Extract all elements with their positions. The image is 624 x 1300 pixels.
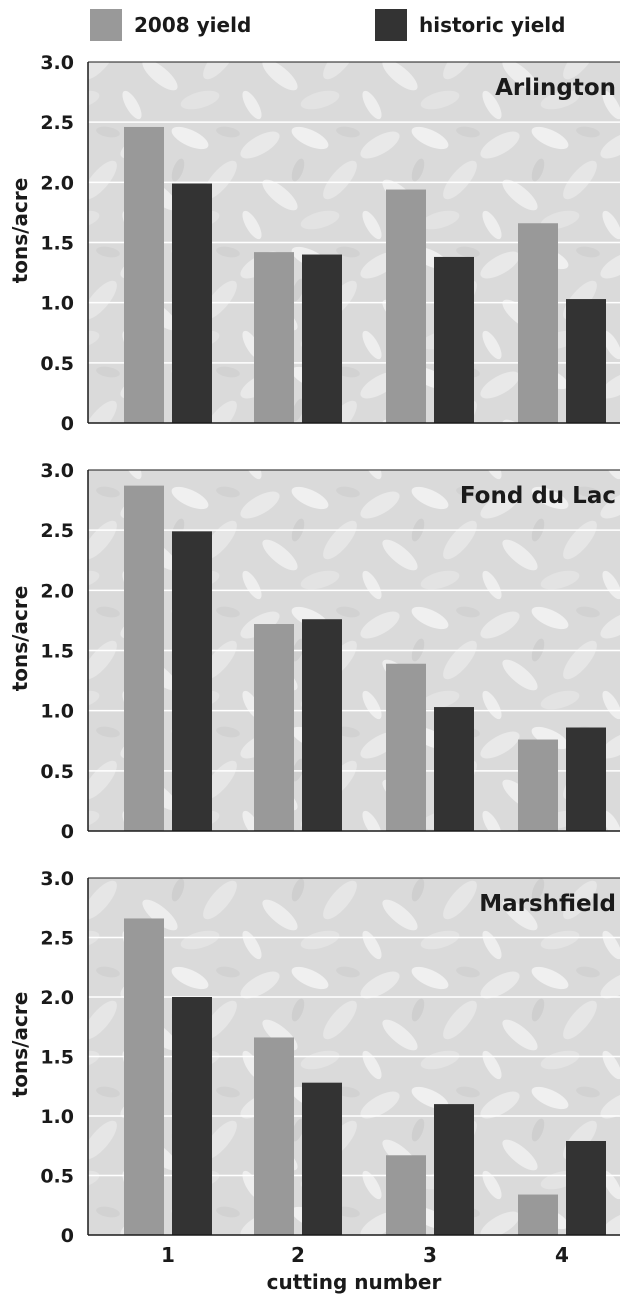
bar-historic-yield [566, 1140, 606, 1235]
panel-title: Fond du Lac [460, 483, 616, 509]
y-tick-label: 2.0 [40, 172, 74, 194]
y-tick-label: 1.0 [40, 293, 74, 315]
y-tick-label: 2.5 [40, 112, 74, 134]
bar-historic-yield [434, 256, 474, 423]
legend: 2008 yield historic yield [0, 0, 624, 52]
y-tick-label: 0.5 [40, 761, 74, 783]
x-tick-label: 2 [291, 1243, 305, 1267]
bar-historic-yield [434, 1104, 474, 1235]
panel-title: Arlington [495, 75, 616, 101]
bar-historic-yield [434, 707, 474, 831]
bar-2008-yield [518, 1194, 558, 1235]
y-tick-label: 1.0 [40, 701, 74, 723]
bar-2008-yield [254, 624, 294, 831]
bar-historic-yield [172, 997, 212, 1235]
x-tick-label: 1 [161, 1243, 175, 1267]
legend-label-2008-yield: 2008 yield [134, 13, 252, 37]
bar-2008-yield [386, 189, 426, 423]
bar-historic-yield [302, 619, 342, 831]
x-axis-label: cutting number [267, 1270, 442, 1294]
y-tick-label: 3.0 [40, 52, 74, 74]
y-axis-label: tons/acre [8, 586, 32, 692]
x-tick-label: 3 [423, 1243, 437, 1267]
panel-title: Marshfield [479, 891, 616, 917]
y-tick-label: 1.5 [40, 641, 74, 663]
y-tick-label: 0 [61, 821, 74, 843]
bar-2008-yield [124, 918, 164, 1235]
y-tick-label: 2.0 [40, 987, 74, 1009]
bar-historic-yield [566, 299, 606, 423]
y-tick-label: 0.5 [40, 1166, 74, 1188]
legend-item-2008-yield: 2008 yield [90, 8, 251, 42]
y-tick-label: 2.0 [40, 580, 74, 602]
y-tick-label: 0 [61, 1225, 74, 1247]
bar-2008-yield [386, 663, 426, 831]
bar-2008-yield [254, 1037, 294, 1235]
y-tick-label: 1.5 [40, 1047, 74, 1069]
y-tick-label: 2.5 [40, 928, 74, 950]
bar-2008-yield [124, 485, 164, 831]
bar-2008-yield [386, 1155, 426, 1235]
y-tick-label: 3.0 [40, 460, 74, 482]
chart-panel-3: 0 0.5 1.0 1.5 2.0 2.5 3.0 tons/acre Marshfield 1 2… [8, 868, 620, 1294]
chart-panel-2: 0 0.5 1.0 1.5 2.0 2.5 3.0 tons/acre Fond du Lac [8, 460, 620, 843]
bar-historic-yield [566, 727, 606, 831]
bar-2008-yield [124, 126, 164, 423]
y-tick-label: 0 [61, 413, 74, 435]
bar-historic-yield [172, 531, 212, 831]
legend-swatch-historic-yield [375, 9, 407, 41]
bar-historic-yield [172, 183, 212, 423]
y-tick-label: 2.5 [40, 520, 74, 542]
y-tick-label: 3.0 [40, 868, 74, 890]
y-axis-label: tons/acre [8, 992, 32, 1098]
y-tick-label: 1.5 [40, 233, 74, 255]
bar-historic-yield [302, 254, 342, 423]
x-tick-label: 4 [555, 1243, 569, 1267]
legend-label-historic-yield: historic yield [419, 13, 566, 37]
bar-historic-yield [302, 1082, 342, 1235]
y-tick-label: 1.0 [40, 1106, 74, 1128]
y-tick-label: 0.5 [40, 353, 74, 375]
bar-2008-yield [518, 739, 558, 831]
y-axis-label: tons/acre [8, 178, 32, 284]
legend-item-historic-yield: historic yield [375, 8, 565, 42]
bar-2008-yield [254, 252, 294, 423]
chart-panel-1: 0 0.5 1.0 1.5 2.0 2.5 3.0 tons/acre Arlington [8, 52, 620, 435]
bar-2008-yield [518, 223, 558, 423]
legend-swatch-2008-yield [90, 9, 122, 41]
